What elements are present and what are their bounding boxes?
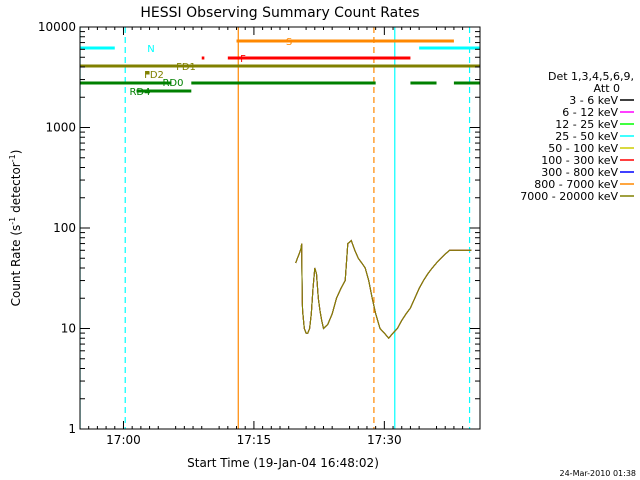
- flag-label-fd2: FD2: [144, 70, 164, 81]
- chart-title: HESSI Observing Summary Count Rates: [140, 5, 419, 21]
- y-tick-label-1: 10: [61, 322, 76, 336]
- legend-label-5: 50 - 100 keV: [548, 142, 618, 155]
- y-tick-label-3: 1000: [45, 121, 76, 135]
- flag-label-f: F: [240, 54, 246, 65]
- flag-label-fd1: FD1: [176, 62, 196, 73]
- flag-label-rd4: RD4: [129, 87, 150, 98]
- x-axis-label: Start Time (19-Jan-04 16:48:02): [187, 456, 379, 470]
- x-tick-label-2: 17:30: [367, 433, 402, 447]
- legend-label-3: 12 - 25 keV: [555, 118, 618, 131]
- y-tick-label-0: 1: [68, 422, 76, 436]
- y-axis-label: Count Rate (s-1 detector-1): [8, 150, 23, 307]
- legend-header-line-1: Det 1,3,4,5,6,9,: [548, 70, 634, 83]
- flag-label-s: S: [286, 37, 292, 48]
- footer-timestamp: 24-Mar-2010 01:38: [560, 469, 637, 478]
- series-line-9: [295, 239, 472, 339]
- x-tick-label-1: 17:15: [237, 433, 272, 447]
- y-tick-label-2: 100: [53, 221, 76, 235]
- legend-label-4: 25 - 50 keV: [555, 130, 618, 143]
- legend-label-1: 3 - 6 keV: [569, 94, 618, 107]
- flag-label-rd0: RD0: [162, 78, 183, 89]
- flag-label-n: N: [147, 44, 154, 55]
- legend-header-line-2: Att 0: [594, 82, 620, 95]
- legend-label-7: 300 - 800 keV: [541, 166, 618, 179]
- legend-label-6: 100 - 300 keV: [541, 154, 618, 167]
- legend-label-2: 6 - 12 keV: [562, 106, 618, 119]
- legend-label-8: 800 - 7000 keV: [534, 178, 618, 191]
- y-tick-label-4: 10000: [38, 20, 76, 34]
- legend-label-9: 7000 - 20000 keV: [520, 190, 618, 203]
- x-tick-label-0: 17:00: [106, 433, 141, 447]
